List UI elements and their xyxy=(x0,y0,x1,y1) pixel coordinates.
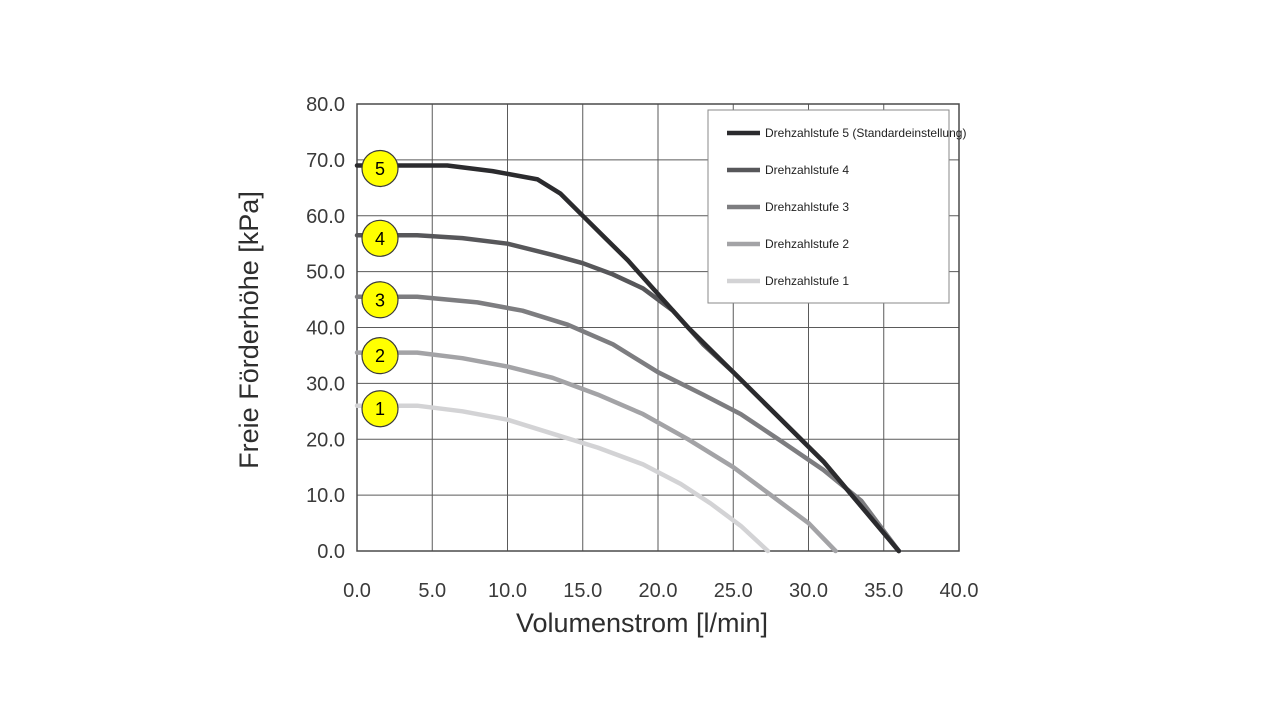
y-tick-label: 20.0 xyxy=(306,429,345,451)
y-tick-label: 40.0 xyxy=(306,318,345,340)
legend-label: Drehzahlstufe 5 (Standardeinstellung) xyxy=(765,126,966,140)
badge-number: 2 xyxy=(375,346,385,366)
y-tick-label: 50.0 xyxy=(306,262,345,284)
x-axis-title: Volumenstrom [l/min] xyxy=(516,608,768,638)
badge-circle xyxy=(361,149,399,188)
badge-drehzahlstufe-5: 5 xyxy=(361,149,399,188)
legend-label: Drehzahlstufe 1 xyxy=(765,274,849,288)
x-tick-label: 5.0 xyxy=(418,580,446,602)
y-tick-label: 30.0 xyxy=(306,373,345,395)
series-line-drehzahlstufe-2 xyxy=(354,350,838,554)
series-line-drehzahlstufe-5 xyxy=(354,163,902,554)
x-tick-label: 10.0 xyxy=(488,580,527,602)
y-tick-label: 60.0 xyxy=(306,206,345,228)
legend-label: Drehzahlstufe 3 xyxy=(765,200,849,214)
plot-frame xyxy=(356,103,960,552)
x-tick-label: 35.0 xyxy=(864,580,903,602)
x-tick-label: 30.0 xyxy=(789,580,828,602)
legend: Drehzahlstufe 5 (Standardeinstellung) Dre… xyxy=(707,109,966,304)
badge-circle xyxy=(361,337,399,375)
y-axis-title: Freie Förderhöhe [kPa] xyxy=(234,191,264,469)
x-tick-label: 25.0 xyxy=(714,580,753,602)
tick-labels: 0.0 5.0 10.0 15.0 20.0 25.0 30.0 35.0 40.0 0.0 10.… xyxy=(306,94,978,602)
y-tick-label: 80.0 xyxy=(306,94,345,116)
x-tick-label: 15.0 xyxy=(563,580,602,602)
x-tick-label: 0.0 xyxy=(343,580,371,602)
badge-number: 5 xyxy=(375,159,385,179)
badge-drehzahlstufe-1: 1 xyxy=(361,390,399,428)
badge-drehzahlstufe-3: 3 xyxy=(361,281,399,319)
legend-item: Drehzahlstufe 1 xyxy=(727,274,849,288)
y-tick-label: 10.0 xyxy=(306,485,345,507)
legend-item: Drehzahlstufe 4 xyxy=(727,163,849,177)
legend-item: Drehzahlstufe 2 xyxy=(727,237,849,251)
badge-drehzahlstufe-2: 2 xyxy=(361,337,399,375)
series-line-drehzahlstufe-3 xyxy=(354,294,902,554)
badge-number: 4 xyxy=(375,229,385,249)
legend-item: Drehzahlstufe 5 (Standardeinstellung) xyxy=(727,126,966,140)
y-tick-label: 70.0 xyxy=(306,150,345,172)
legend-label: Drehzahlstufe 2 xyxy=(765,237,849,251)
y-tick-label: 0.0 xyxy=(317,541,345,563)
badge-drehzahlstufe-4: 4 xyxy=(361,219,399,257)
speed-level-badges: 5 4 3 2 1 xyxy=(361,149,399,428)
badge-circle xyxy=(361,281,399,319)
legend-item: Drehzahlstufe 3 xyxy=(727,200,849,214)
series-line-drehzahlstufe-1 xyxy=(354,403,771,554)
legend-label: Drehzahlstufe 4 xyxy=(765,163,849,177)
x-tick-label: 20.0 xyxy=(639,580,678,602)
badge-circle xyxy=(361,219,399,257)
badge-number: 1 xyxy=(375,399,385,419)
series-lines xyxy=(354,163,902,554)
x-tick-label: 40.0 xyxy=(940,580,979,602)
badge-number: 3 xyxy=(375,290,385,310)
badge-circle xyxy=(361,390,399,428)
